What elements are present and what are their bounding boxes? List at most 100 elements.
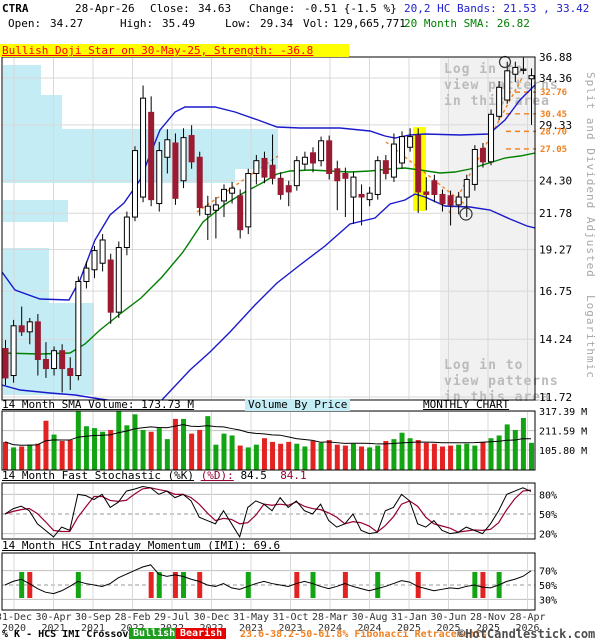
volume-bar[interactable]	[261, 438, 267, 470]
candle-body[interactable]	[220, 188, 227, 202]
volume-bar[interactable]	[83, 426, 89, 470]
candle-body[interactable]	[496, 86, 503, 117]
candle-body[interactable]	[423, 191, 430, 195]
candle-body[interactable]	[83, 267, 90, 283]
candle-body[interactable]	[310, 152, 317, 164]
candle-body[interactable]	[512, 66, 519, 75]
volume-bar[interactable]	[67, 440, 73, 470]
volume-bar[interactable]	[504, 424, 510, 470]
imi-crossover-signal[interactable]	[245, 572, 251, 598]
candle-body[interactable]	[479, 147, 486, 163]
candle-body[interactable]	[447, 195, 454, 206]
candle-body[interactable]	[172, 142, 179, 199]
volume-bar[interactable]	[488, 438, 494, 470]
volume-by-price-link[interactable]: Volume By Price	[245, 399, 351, 411]
candle-body[interactable]	[334, 168, 341, 182]
candle-body[interactable]	[326, 140, 333, 175]
candle-body[interactable]	[269, 164, 276, 179]
candle-body[interactable]	[382, 160, 389, 175]
pattern-banner[interactable]: Bullish Doji Star on 30-May-25, Strength…	[0, 44, 349, 57]
imi-crossover-signal[interactable]	[75, 572, 81, 598]
candle-body[interactable]	[140, 97, 147, 198]
candle-body[interactable]	[455, 196, 462, 206]
candle-body[interactable]	[350, 176, 357, 198]
volume-bar[interactable]	[528, 442, 534, 470]
candle-body[interactable]	[204, 205, 211, 215]
stochastic-panel-title[interactable]: 14 Month Fast Stochastic (%K) (%D): 84.5…	[2, 470, 307, 482]
volume-bar[interactable]	[43, 420, 49, 470]
volume-bar[interactable]	[132, 414, 138, 470]
volume-bar[interactable]	[334, 444, 340, 470]
volume-bar[interactable]	[496, 435, 502, 470]
candle-body[interactable]	[107, 259, 114, 313]
volume-bar[interactable]	[278, 443, 284, 470]
candle-body[interactable]	[75, 281, 82, 377]
volume-panel-title[interactable]: 14 Month SMA Volume: 173.73 M	[2, 398, 195, 411]
candle-body[interactable]	[115, 247, 122, 313]
candle-body[interactable]	[180, 137, 187, 182]
candle-body[interactable]	[59, 350, 66, 370]
volume-bar[interactable]	[156, 428, 162, 470]
volume-bar[interactable]	[245, 447, 251, 470]
imi-crossover-signal[interactable]	[294, 572, 300, 598]
candle-body[interactable]	[253, 160, 260, 175]
volume-bar[interactable]	[342, 445, 348, 470]
volume-bar[interactable]	[100, 431, 106, 470]
candle-body[interactable]	[301, 156, 308, 165]
imi-crossover-signal[interactable]	[27, 572, 33, 598]
candle-body[interactable]	[18, 325, 25, 333]
candle-body[interactable]	[463, 179, 470, 198]
imi-panel-title[interactable]: 14 Month HCS Intraday Momentum (IMI): 69…	[2, 539, 281, 552]
volume-bar[interactable]	[124, 425, 130, 470]
volume-bar[interactable]	[383, 440, 389, 470]
volume-bar[interactable]	[431, 443, 437, 470]
candle-body[interactable]	[51, 350, 58, 370]
candle-body[interactable]	[156, 150, 163, 205]
candle-body[interactable]	[123, 216, 130, 249]
candle-body[interactable]	[2, 348, 9, 379]
bullish-badge[interactable]: Bullish	[129, 628, 180, 639]
volume-bar[interactable]	[448, 445, 454, 470]
volume-bar[interactable]	[75, 411, 81, 470]
candle-body[interactable]	[358, 193, 365, 198]
candle-body[interactable]	[34, 321, 41, 360]
candle-body[interactable]	[520, 68, 527, 71]
candle-body[interactable]	[91, 250, 98, 271]
candle-body[interactable]	[42, 358, 49, 370]
volume-bar[interactable]	[480, 441, 486, 470]
candle-body[interactable]	[277, 177, 284, 195]
candle-body[interactable]	[528, 75, 535, 80]
candle-body[interactable]	[390, 143, 397, 178]
candle-body[interactable]	[237, 195, 244, 231]
candle-body[interactable]	[131, 150, 138, 218]
candle-body[interactable]	[504, 70, 511, 101]
volume-bar[interactable]	[270, 441, 276, 470]
stochastic-title-main[interactable]: 14 Month Fast Stochastic (%K)	[2, 469, 195, 482]
volume-bar[interactable]	[229, 435, 235, 470]
candle-body[interactable]	[407, 136, 414, 148]
volume-bar[interactable]	[286, 441, 292, 470]
volume-bar[interactable]	[92, 428, 98, 470]
volume-bar[interactable]	[3, 441, 8, 470]
imi-crossover-signal[interactable]	[148, 572, 154, 598]
volume-bar[interactable]	[375, 445, 381, 470]
stochastic-title-d[interactable]: (%D):	[200, 469, 234, 482]
candle-body[interactable]	[439, 193, 446, 205]
candle-body[interactable]	[366, 192, 373, 201]
candle-body[interactable]	[99, 239, 106, 264]
imi-crossover-signal[interactable]	[480, 572, 486, 598]
imi-crossover-signal[interactable]	[342, 572, 348, 598]
candle-body[interactable]	[261, 157, 268, 178]
candle-body[interactable]	[488, 113, 495, 163]
volume-bar[interactable]	[391, 439, 397, 470]
volume-bar[interactable]	[399, 432, 405, 470]
candle-body[interactable]	[318, 140, 325, 162]
volume-bar[interactable]	[205, 416, 211, 470]
candle-body[interactable]	[212, 204, 219, 211]
candle-body[interactable]	[196, 156, 203, 209]
imi-crossover-signal[interactable]	[19, 572, 25, 598]
volume-bar[interactable]	[310, 440, 316, 470]
volume-bar[interactable]	[237, 445, 243, 470]
volume-bar[interactable]	[19, 446, 25, 470]
